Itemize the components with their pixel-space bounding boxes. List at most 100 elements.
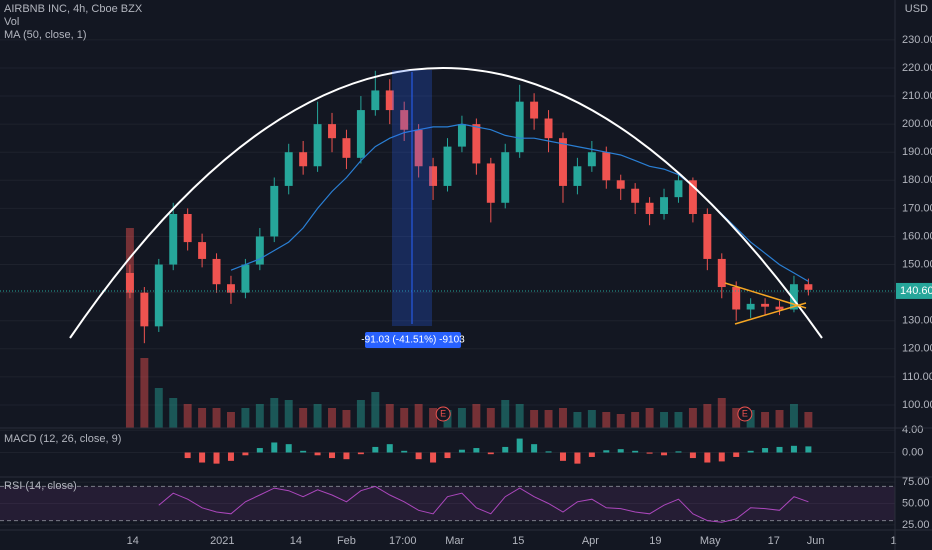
macd-bar [329,452,336,459]
x-tick-label: 14 [290,535,302,547]
earnings-marker [737,406,753,422]
volume-bar [342,410,351,428]
volume-bar [328,408,336,428]
volume-bar [284,400,293,428]
macd-bar [718,452,725,462]
macd-bar [790,445,797,453]
candle-body [356,110,365,158]
volume-bar [573,412,582,428]
candle-body [226,284,235,293]
volume-bar [688,408,697,428]
macd-bar [516,438,523,453]
macd-bar [242,452,249,456]
x-tick-label: Mar [445,535,464,547]
macd-bar [285,444,292,453]
volume-bar [530,410,539,428]
candle-body [429,166,438,186]
volume-bar [270,398,279,428]
volume-bar [356,400,365,428]
dome-curve [69,67,823,339]
x-tick-label: 2021 [210,535,234,547]
candle-body [703,214,712,259]
candle-body [530,101,539,119]
candle-body [284,152,293,186]
x-tick-label: Apr [582,535,599,547]
measure-label: -91.03 (-41.51%) -9103 [361,335,465,346]
volume-bar [789,404,798,428]
x-tick-label: 17:00 [389,535,417,547]
y-tick-label: 100.00 [902,399,932,411]
macd-bar [747,450,754,453]
macd-bar [271,442,278,453]
volume-bar [775,410,784,428]
candle-body [544,118,553,139]
volume-bar [486,408,495,428]
candle-body [154,264,163,327]
y-tick-label: 190.00 [902,146,932,158]
volume-bar [515,404,524,428]
macd-bar [661,452,668,456]
measure-label-box [365,332,461,348]
y-tick-label: 0.00 [902,446,923,458]
macd-bar [430,452,437,463]
candle-body [414,129,423,167]
volume-bar [761,412,770,428]
macd-bar [415,452,422,460]
volume-bar [140,358,149,428]
volume-bar [414,404,423,428]
volume-bar [169,398,178,428]
volume-bar [154,388,163,428]
candle-body [616,180,625,189]
candle-body [761,303,770,307]
last-price-box [896,282,932,299]
candle-body [140,292,149,327]
macd-bar [372,446,379,453]
candle-body [688,180,697,214]
x-tick-label: Feb [337,535,356,547]
candle-body [212,258,221,285]
candle-body [255,236,264,265]
candle-body [717,258,726,288]
candle-body [775,306,784,310]
rsi-legend: RSI (14, close) [4,480,77,492]
candle-body [486,163,495,203]
candle-body [328,124,336,139]
volume-bar [559,408,567,428]
volume-bar [255,404,264,428]
volume-bar [746,410,755,428]
volume-bar [674,412,683,428]
y-tick-label: 130.00 [902,315,932,327]
earnings-label: E [440,408,446,418]
volume-bar [472,404,481,428]
volume-bar [241,408,250,428]
currency: USD [905,3,928,15]
volume-bar [732,408,741,428]
y-tick-label: 75.00 [902,476,930,488]
macd-bar [603,450,610,453]
macd-bar [502,446,509,453]
candle-body [804,284,813,290]
volume-bar [313,404,322,428]
macd-legend: MACD (12, 26, close, 9) [4,433,121,445]
triangle-upper [724,282,807,309]
candle-body [559,138,567,186]
macd-bar [805,446,812,453]
volume-bar [457,408,466,428]
macd-bar [256,448,263,453]
x-tick-label: 17 [768,535,780,547]
volume-bar [544,410,553,428]
macd-bar [343,452,350,460]
candle-body [515,101,524,153]
macd-bar [776,446,783,453]
rsi-line [158,485,809,523]
macd-bar [401,450,408,453]
volume-bar [717,398,726,428]
y-tick-label: 220.00 [902,62,932,74]
volume-bar [660,412,669,428]
macd-bar [531,444,538,453]
candle-body [198,242,207,259]
candle-body [313,124,322,167]
candle-body [342,138,351,158]
macd-bar [545,451,552,453]
